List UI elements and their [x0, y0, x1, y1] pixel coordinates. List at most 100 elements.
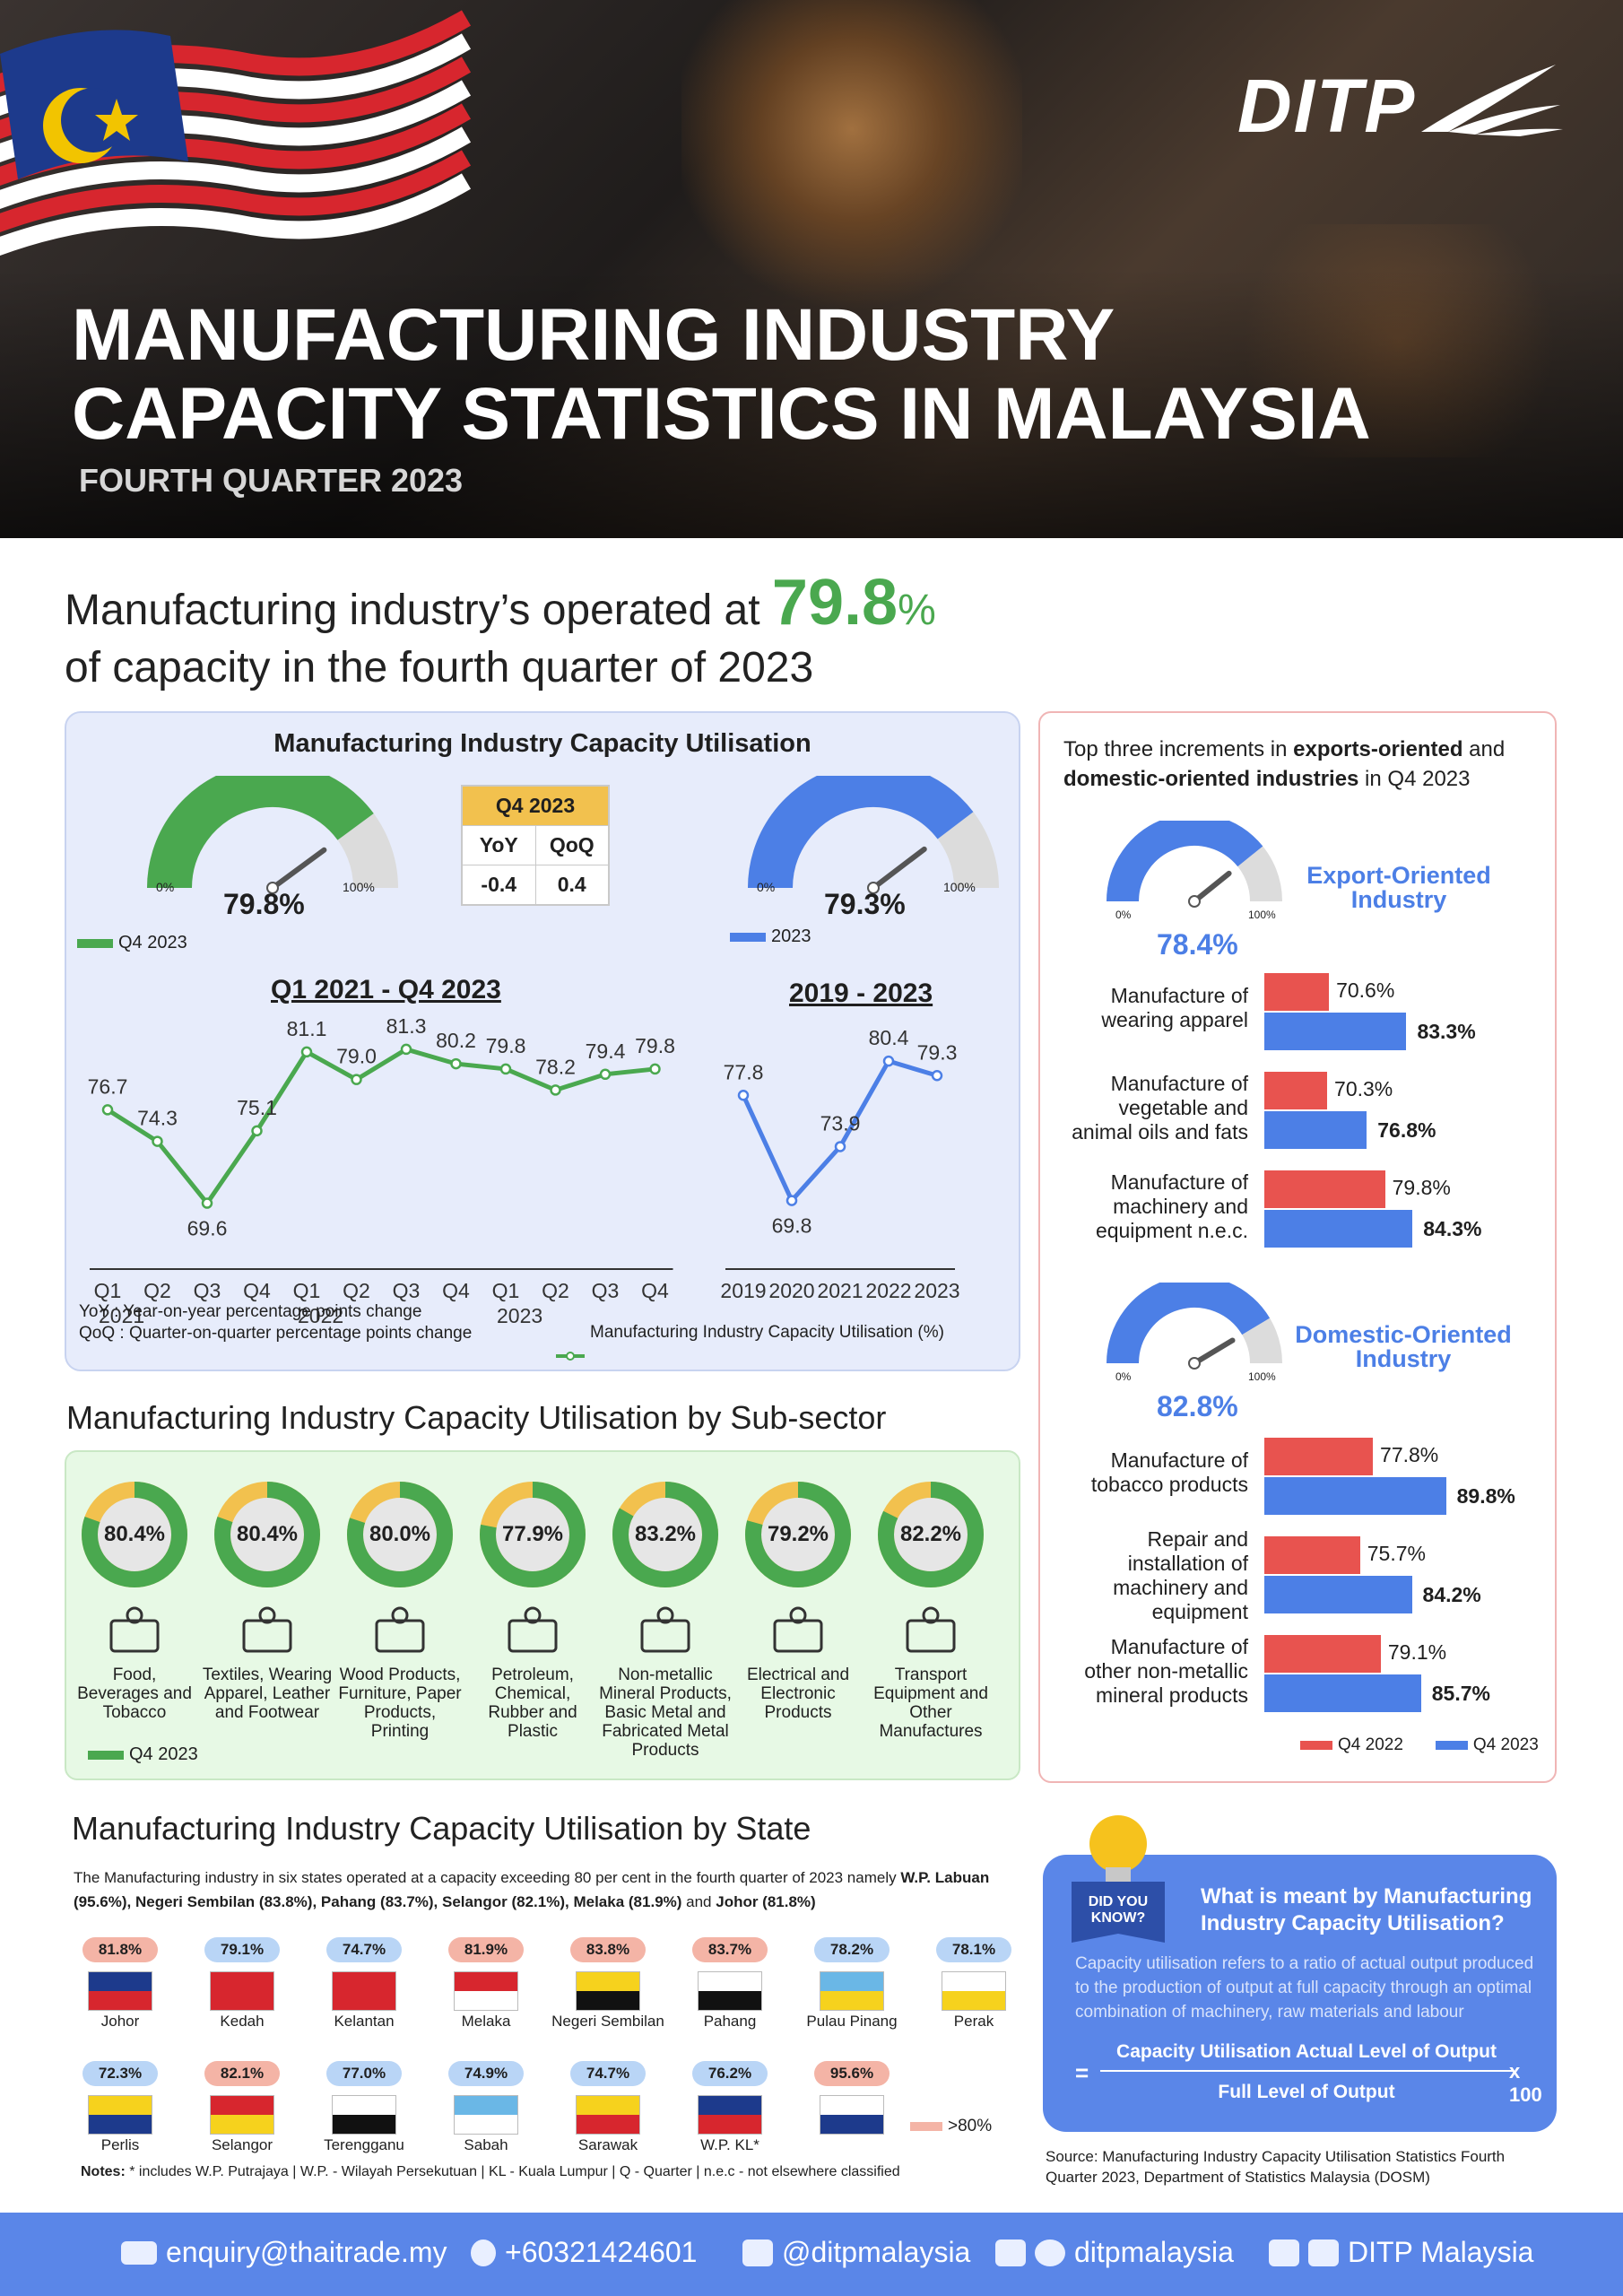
subsector-label-line: Plastic [508, 1722, 558, 1741]
bar-q4-2022 [1264, 973, 1330, 1011]
bar-category-label: Manufacture of machinery and equipment n.e… [1042, 1170, 1248, 1243]
kelantan-flag-icon [332, 1971, 396, 2011]
gauge-fill [1107, 1283, 1271, 1364]
footer-social-text[interactable]: DITP Malaysia [1348, 2236, 1534, 2268]
subsector-label-line: Other [909, 1703, 952, 1722]
intro-and: and [681, 1893, 716, 1910]
state-title: Manufacturing Industry Capacity Utilisat… [72, 1810, 812, 1847]
gauge-needle [871, 846, 927, 891]
subsector-donut [82, 1482, 187, 1587]
footer-phone-text[interactable]: +60321424601 [505, 2236, 698, 2268]
qtable-header: Q4 2023 [463, 787, 608, 825]
gauge-d-max: 100% [1248, 1370, 1276, 1383]
data-label: 79.4 [586, 1039, 626, 1063]
title-line-1: MANUFACTURING INDUSTRY [72, 294, 1115, 376]
hero-banner: DITP MANUFACTURING INDUSTRY CAPACITY STA… [0, 0, 1623, 538]
bar-category-line: vegetable and [1118, 1096, 1248, 1119]
bar-category-line: installation of [1127, 1552, 1248, 1575]
bar-category-line: tobacco products [1090, 1473, 1248, 1496]
gauge-2023 [748, 776, 999, 894]
icon-shape [109, 1619, 160, 1653]
refinery-icon [508, 1606, 558, 1653]
state-kedah: 79.1% Kedah [185, 1937, 292, 2030]
bar-q4-2022 [1264, 1635, 1381, 1673]
state-terengganu: 77.0% Terengganu [307, 2061, 414, 2153]
bar-q4-2023 [1264, 1576, 1412, 1613]
footer-email-text[interactable]: enquiry@thaitrade.my [166, 2236, 447, 2268]
footer-line-text[interactable]: @ditpmalaysia [782, 2236, 971, 2268]
data-point [882, 1055, 895, 1067]
state-selangor: 82.1% Selangor [185, 2061, 292, 2153]
gauge-hub [1188, 1357, 1201, 1370]
subsector-label-line: Rubber and [488, 1703, 577, 1722]
footer-social[interactable]: DITP Malaysia [1269, 2236, 1533, 2269]
data-label: 75.1 [237, 1096, 277, 1119]
subsector-donut [347, 1482, 453, 1587]
qtable-qoq-label: QoQ [534, 825, 608, 865]
year-label: 2022 [298, 1304, 343, 1327]
flag-stripe [0, 173, 472, 257]
sarawak-flag-icon [576, 2095, 640, 2135]
subsector-title: Manufacturing Industry Capacity Utilisat… [66, 1399, 887, 1436]
footer-wechat[interactable]: ditpmalaysia [995, 2236, 1234, 2269]
bar-category-line: Repair and [1147, 1527, 1248, 1551]
icon-shape [922, 1606, 940, 1624]
icon-shape [391, 1606, 409, 1624]
data-label: 69.6 [187, 1217, 228, 1240]
legend-swatch-blue [730, 932, 766, 942]
gauge-hub [266, 882, 279, 894]
donut-fill [745, 1482, 851, 1587]
melaka-flag-icon [454, 1971, 518, 2011]
subsector-label-line: Wood Products, [339, 1665, 461, 1684]
intro-pahang: Pahang (83.7%), [320, 1893, 438, 1910]
export-value: 78.4% [1157, 928, 1238, 961]
state-value-badge: 81.8% [82, 1937, 158, 1962]
car-icon [906, 1606, 956, 1653]
donut-fill [347, 1482, 453, 1587]
subsector-donut [612, 1482, 718, 1587]
state-name: W.P. KL* [700, 2136, 759, 2153]
dyk-badge-2: KNOW? [1090, 1910, 1146, 1926]
state-labuan: 95.6% [794, 2061, 902, 2151]
bar-category-line: mineral products [1095, 1683, 1248, 1707]
footer-email[interactable]: enquiry@thaitrade.my [121, 2236, 447, 2269]
subsector-label-line: Products [764, 1703, 832, 1722]
state-intro-text: The Manufacturing industry in six states… [74, 1869, 901, 1886]
state-name: Kelantan [334, 2013, 395, 2030]
kl-flag-icon [698, 2095, 762, 2135]
state-value-badge: 78.1% [936, 1937, 1011, 1962]
perak-flag-icon [942, 1971, 1006, 2011]
domestic-title: Domestic-Oriented Industry [1291, 1323, 1515, 1371]
selangor-flag-icon [210, 2095, 274, 2135]
bar-category-label: Manufacture of wearing apparel [1042, 984, 1248, 1032]
year-label: 2021 [99, 1304, 144, 1327]
data-point [785, 1195, 798, 1206]
johor-flag-icon [88, 1971, 152, 2011]
footer-line[interactable]: @ditpmalaysia [742, 2236, 970, 2269]
data-point [550, 1084, 561, 1096]
gauge-q4-value: 79.8% [223, 888, 305, 920]
did-you-know-box: DID YOU KNOW? What is meant by Manufactur… [1043, 1815, 1557, 2132]
subsector-label-line: Electronic [760, 1684, 836, 1703]
hero-shade [0, 269, 1623, 538]
bar-value-q4-2023: 84.3% [1423, 1217, 1482, 1240]
tick-label: Q4 [442, 1279, 470, 1302]
subsector-donut [214, 1482, 320, 1587]
gauge-domestic [1107, 1283, 1282, 1370]
phone-icon [471, 2239, 496, 2266]
data-label: 79.3 [917, 1040, 958, 1064]
bar-q4-2023 [1264, 1477, 1446, 1515]
state-value-badge: 79.1% [204, 1937, 280, 1962]
electronics-icon [773, 1606, 823, 1653]
bar-category-line: Manufacture of [1110, 1170, 1248, 1194]
subsector-label-line: Basic Metal and [604, 1703, 726, 1722]
state-sarawak: 74.7% Sarawak [551, 2061, 658, 2153]
wechat-icon [995, 2239, 1026, 2266]
furniture-icon [375, 1606, 425, 1653]
subsector-panel: Q4 2023 80.4% Food, Beverages and Tobacco 80… [65, 1450, 1020, 1780]
footer-wechat-text[interactable]: ditpmalaysia [1074, 2236, 1234, 2268]
legend-swatch-red [1300, 1741, 1332, 1750]
footer-phone[interactable]: +60321424601 [471, 2236, 697, 2269]
headline-post: of capacity in the fourth quarter of 202… [65, 644, 814, 691]
legend-swatch-blue-2 [1435, 1741, 1468, 1750]
